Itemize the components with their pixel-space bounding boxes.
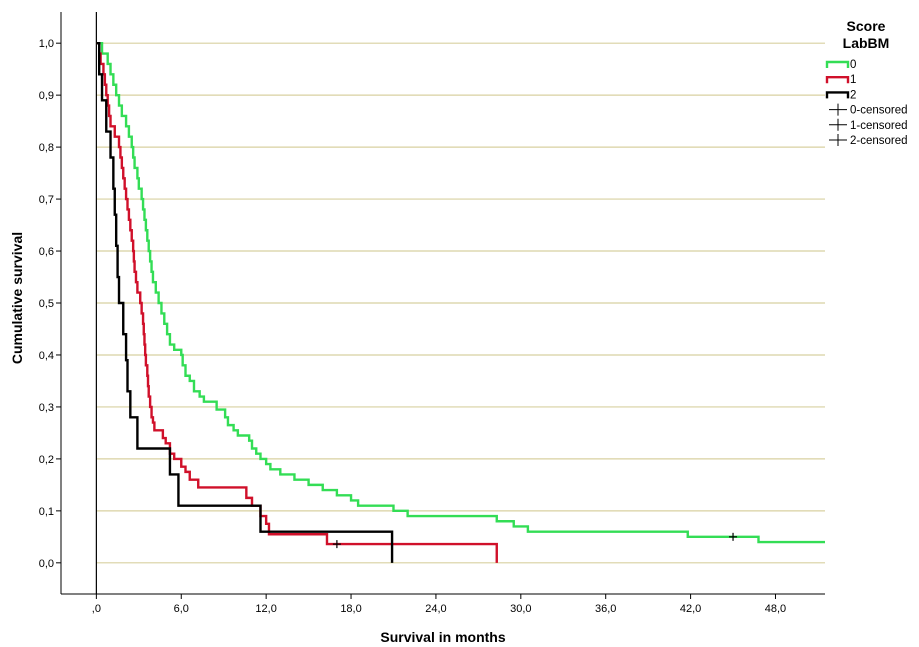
y-tick-label: 0,4 [39, 350, 54, 362]
legend-swatch-0 [825, 60, 850, 68]
legend-swatch-2 [825, 91, 850, 99]
series-layer [96, 41, 825, 563]
y-tick-label: 0,0 [39, 558, 54, 570]
x-tick-label: 42,0 [680, 603, 701, 615]
series-line-0 [96, 41, 825, 544]
legend-label-0-censored: 0-censored [850, 105, 908, 117]
legend: Score LabBM 0 1 2 0-censored 1-censored 2-cen… [825, 18, 908, 147]
y-tick-label: 0,7 [39, 194, 54, 206]
x-tick-label: 48,0 [765, 603, 786, 615]
x-tick-label: 30,0 [510, 603, 531, 615]
y-tick-label: 0,1 [39, 506, 54, 518]
y-tick-label: 0,5 [39, 298, 54, 310]
y-tick-label: 1,0 [39, 38, 54, 50]
y-tick-label: 0,8 [39, 142, 54, 154]
series-line-2 [96, 41, 394, 563]
x-tick-label: ,0 [92, 603, 101, 615]
legend-swatch-1 [825, 76, 850, 84]
series-line-1 [96, 41, 498, 563]
legend-label-2: 2 [850, 89, 856, 101]
legend-label-1-censored: 1-censored [850, 120, 908, 132]
legend-entries: 0 1 2 0-censored 1-censored 2-censored [825, 59, 908, 147]
x-tick-label: 6,0 [174, 603, 189, 615]
grid-layer [96, 42, 825, 564]
axis-layer: 0,0 0,1 0,2 0,3 0,4 0,5 0,6 0,7 0,8 0,9 1,0 ,0 6,0 12… [39, 12, 825, 615]
censor-layer [332, 532, 738, 549]
y-tick-label: 0,6 [39, 246, 54, 258]
x-tick-label: 18,0 [340, 603, 361, 615]
legend-title-line2: LabBM [843, 35, 890, 51]
y-tick-label: 0,2 [39, 454, 54, 466]
x-axis-title: Survival in months [380, 629, 505, 645]
x-tick-label: 24,0 [425, 603, 446, 615]
y-tick-label: 0,9 [39, 90, 54, 102]
x-tick-label: 36,0 [595, 603, 616, 615]
x-tick-label: 12,0 [255, 603, 276, 615]
legend-label-1: 1 [850, 74, 856, 86]
y-axis-title: Cumulative survival [9, 232, 25, 364]
legend-label-0: 0 [850, 59, 856, 71]
legend-title-line1: Score [847, 18, 886, 34]
y-tick-label: 0,3 [39, 402, 54, 414]
legend-label-2-censored: 2-censored [850, 135, 908, 147]
